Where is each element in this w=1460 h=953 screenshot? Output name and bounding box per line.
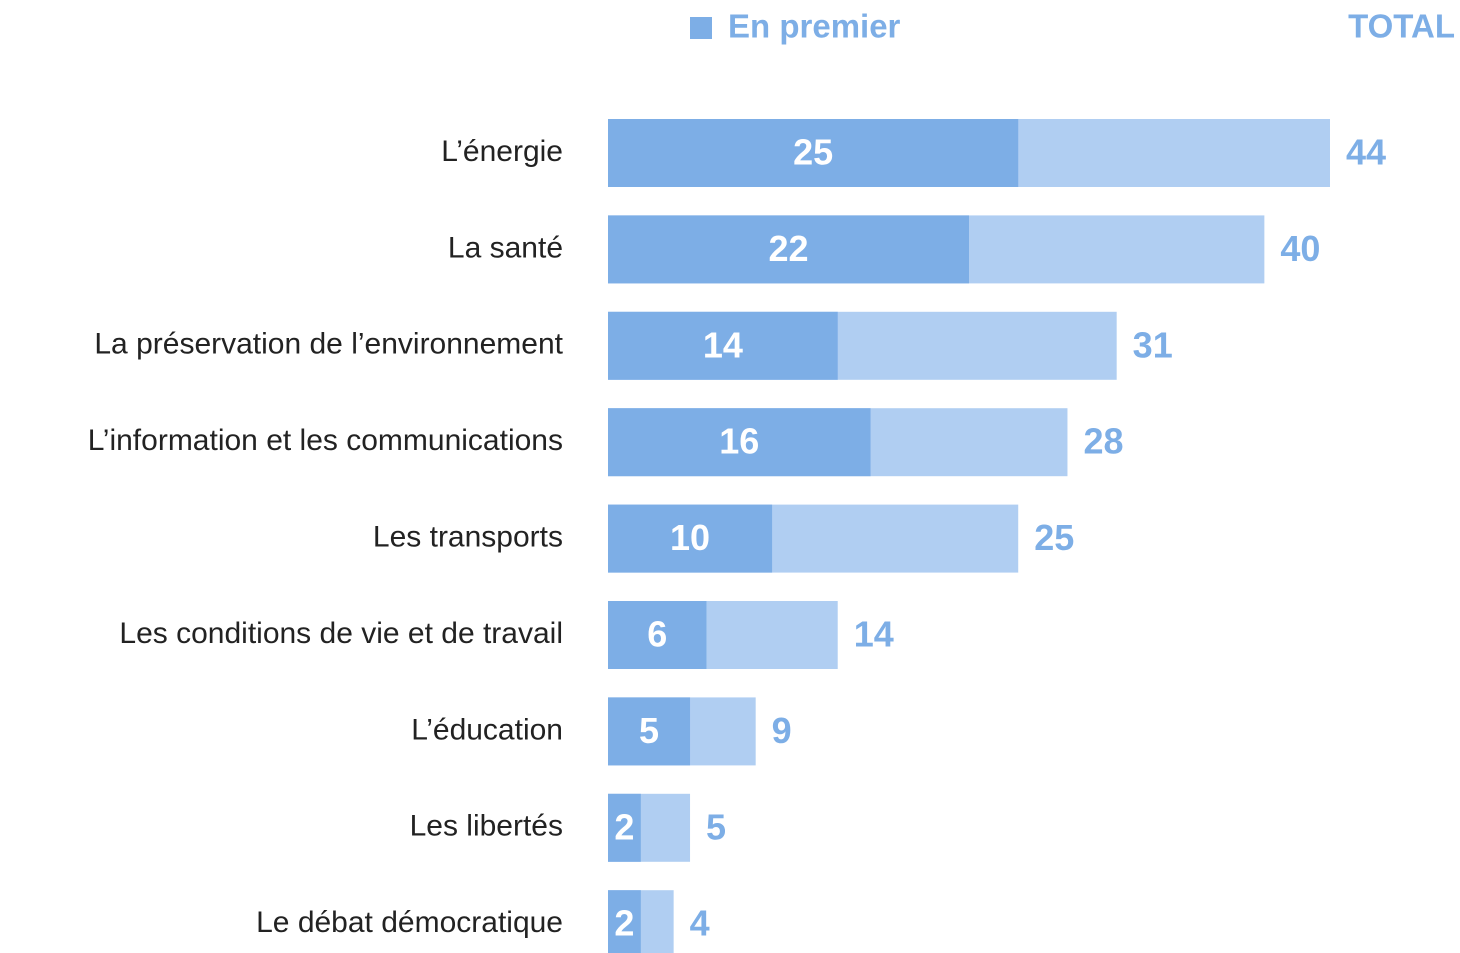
category-label: Le débat démocratique bbox=[256, 906, 563, 939]
total-value-label: 9 bbox=[772, 710, 792, 751]
first-bar bbox=[608, 119, 1019, 187]
first-bar bbox=[608, 408, 871, 477]
category-label: La préservation de l’environnement bbox=[94, 328, 563, 361]
first-value-label: 2 bbox=[614, 806, 634, 847]
category-label: La santé bbox=[448, 231, 563, 264]
category-label: Les transports bbox=[373, 521, 563, 554]
total-value-label: 31 bbox=[1133, 324, 1173, 365]
first-value-label: 2 bbox=[614, 903, 634, 944]
category-label: Les conditions de vie et de travail bbox=[119, 617, 563, 650]
category-label: L’énergie bbox=[441, 135, 563, 168]
first-value-label: 5 bbox=[639, 710, 659, 751]
first-value-label: 10 bbox=[670, 517, 710, 558]
total-value-label: 4 bbox=[690, 903, 710, 944]
first-bar bbox=[608, 311, 838, 380]
legend-swatch bbox=[690, 17, 712, 39]
category-label: L’éducation bbox=[411, 713, 563, 746]
total-value-label: 44 bbox=[1346, 132, 1386, 173]
total-value-label: 25 bbox=[1034, 517, 1074, 558]
total-value-label: 5 bbox=[706, 806, 726, 847]
first-value-label: 25 bbox=[793, 132, 833, 173]
legend-label: En premier bbox=[728, 8, 901, 45]
total-value-label: 14 bbox=[854, 614, 894, 655]
first-value-label: 22 bbox=[768, 228, 808, 269]
first-bar bbox=[608, 793, 641, 862]
category-label: L’information et les communications bbox=[88, 424, 563, 457]
first-bar bbox=[608, 504, 773, 573]
total-header: TOTAL bbox=[1348, 8, 1455, 45]
first-value-label: 6 bbox=[647, 614, 667, 655]
first-bar bbox=[608, 601, 707, 669]
total-value-label: 28 bbox=[1083, 421, 1123, 462]
first-value-label: 16 bbox=[719, 421, 759, 462]
total-value-label: 40 bbox=[1280, 228, 1320, 269]
first-value-label: 14 bbox=[703, 324, 743, 365]
first-bar bbox=[608, 215, 969, 284]
category-label: Les libertés bbox=[410, 810, 563, 843]
first-bar bbox=[608, 890, 641, 953]
first-bar bbox=[608, 697, 691, 766]
